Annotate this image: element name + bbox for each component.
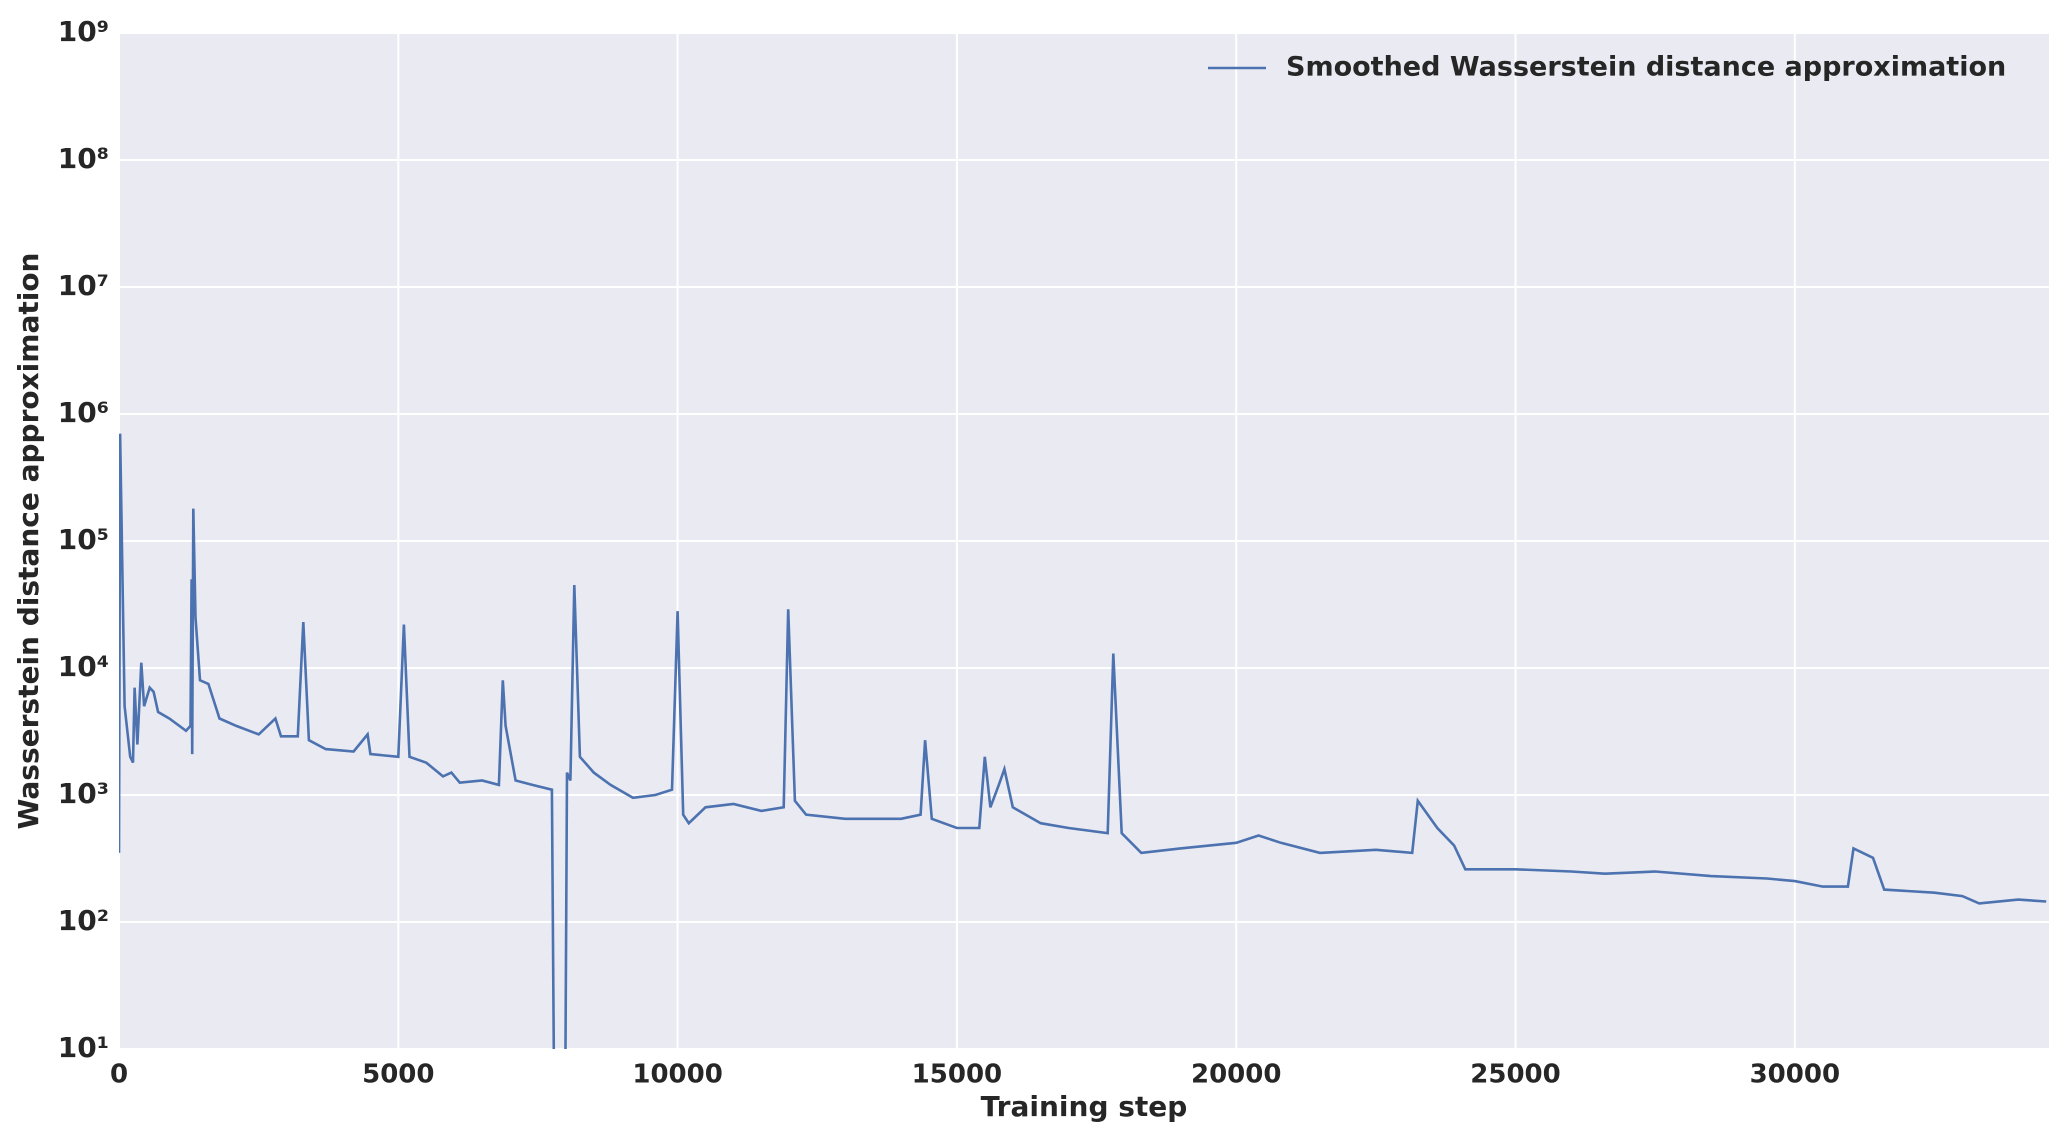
x-tick-label: 30000: [1750, 1060, 1840, 1090]
y-tick-label: 10⁸: [58, 142, 109, 175]
y-tick-label: 10⁷: [58, 269, 109, 302]
y-tick-label: 10⁵: [58, 523, 109, 556]
x-tick-label: 0: [110, 1060, 128, 1090]
x-tick-label: 25000: [1470, 1060, 1560, 1090]
y-tick-label: 10²: [58, 904, 109, 937]
y-tick-label: 10⁴: [58, 650, 109, 683]
x-tick-label: 20000: [1191, 1060, 1281, 1090]
y-tick-label: 10³: [58, 777, 109, 810]
x-tick-label: 10000: [632, 1060, 722, 1090]
lines: [119, 433, 2047, 1049]
y-tick-label: 10⁹: [58, 15, 109, 48]
x-axis-label: Training step: [981, 1090, 1188, 1123]
y-tick-label: 10⁶: [58, 396, 109, 429]
data-line: [119, 433, 2047, 1049]
y-axis-label: Wasserstein distance approximation: [12, 253, 45, 830]
x-tick-label: 15000: [912, 1060, 1002, 1090]
x-tick-label: 5000: [362, 1060, 434, 1090]
legend-label: Smoothed Wasserstein distance approximat…: [1286, 52, 2006, 83]
y-tick-label: 10¹: [58, 1031, 109, 1064]
